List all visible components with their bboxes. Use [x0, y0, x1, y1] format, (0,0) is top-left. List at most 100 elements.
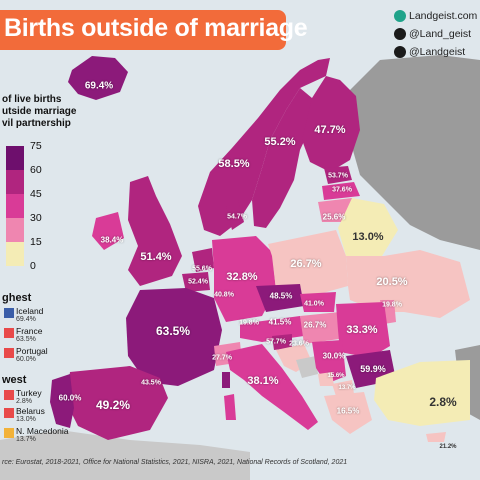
- iceland-flag-icon: [4, 308, 14, 318]
- title-banner: [0, 10, 286, 50]
- country-ireland: [92, 212, 124, 250]
- social-twitter-text: @Landgeist: [409, 46, 466, 59]
- lowest-country: Turkey: [16, 388, 42, 398]
- social-website-text: Landgeist.com: [409, 10, 478, 23]
- map-label-slovenia: 57.7%: [266, 338, 286, 346]
- country-france: [126, 288, 222, 386]
- landgeist-logo-icon: [394, 10, 406, 23]
- country-italy: [226, 344, 318, 430]
- map-label-bulgaria: 59.9%: [360, 364, 386, 374]
- legend-scale-label: 75: [30, 140, 42, 152]
- country-slovakia: [300, 292, 336, 312]
- map-label-andorra: 43.5%: [141, 379, 161, 387]
- country-slovenia: [272, 334, 292, 350]
- country-belgium: [182, 272, 210, 292]
- country-romania: [336, 302, 390, 358]
- map-label-poland: 26.7%: [290, 258, 322, 270]
- country-montenegro: [318, 372, 334, 386]
- map-label-latvia: 37.6%: [332, 186, 352, 194]
- social-instagram[interactable]: @Land_geist: [394, 28, 472, 41]
- map-label-norway: 58.5%: [218, 158, 250, 170]
- legend-scale-label: 0: [30, 260, 36, 272]
- map-label-austria: 41.5%: [268, 317, 292, 327]
- twitter-icon: [394, 46, 406, 59]
- island-sardinia: [224, 394, 236, 420]
- map-label-finland: 47.7%: [314, 124, 346, 136]
- lowest-heading: west: [2, 374, 27, 386]
- country-bosnia: [296, 356, 318, 378]
- legend-swatch-60-75: [6, 146, 24, 170]
- lowest-country: Belarus: [16, 406, 45, 416]
- map-label-serbia: 30.0%: [322, 351, 346, 361]
- island-corsica: [222, 372, 230, 388]
- lowest-value: 2.8%: [16, 398, 32, 405]
- portugal-flag-icon: [4, 348, 14, 358]
- map-label-spain: 49.2%: [95, 398, 131, 412]
- highest-country: Iceland: [16, 306, 44, 316]
- country-finland: [302, 76, 360, 172]
- turkey-flag-icon: [4, 390, 14, 400]
- map-label-netherlands: 55.6%: [192, 265, 212, 273]
- legend-swatch-30-45: [6, 194, 24, 218]
- map-label-hungary: 26.7%: [303, 320, 327, 330]
- highest-value: 69.4%: [16, 316, 36, 323]
- map-label-denmark: 54.7%: [227, 213, 247, 221]
- map-label-switzerland: 27.7%: [212, 354, 232, 362]
- legend-scale-label: 45: [30, 188, 42, 200]
- social-twitter[interactable]: @Landgeist: [394, 46, 466, 59]
- map-label-luxembourg: 40.8%: [214, 291, 234, 299]
- map-label-france: 63.5%: [155, 324, 191, 338]
- map-label-estonia: 53.7%: [328, 172, 348, 180]
- legend-scale-label: 15: [30, 236, 42, 248]
- legend-scale-label: 30: [30, 212, 42, 224]
- country-cyprus: [426, 432, 446, 442]
- country-ukraine: [346, 250, 470, 318]
- map-label-ireland: 38.4%: [100, 235, 124, 245]
- country-serbia: [312, 340, 346, 384]
- legend-swatch-45-60: [6, 170, 24, 194]
- legend-swatch-15-30: [6, 218, 24, 242]
- country-hungary: [300, 312, 346, 344]
- map-label-moldova: 19.8%: [382, 301, 402, 309]
- legend-swatch-0-15: [6, 242, 24, 266]
- legend-scale-label: 60: [30, 164, 42, 176]
- map-label-nmacedonia: 13.7%: [338, 385, 356, 391]
- social-instagram-text: @Land_geist: [409, 28, 472, 41]
- map-label-uk: 51.4%: [140, 251, 172, 263]
- lowest-value: 13.7%: [16, 436, 36, 443]
- map-label-liechtenstein: 19.8%: [239, 319, 259, 327]
- map-label-belgium: 52.4%: [188, 278, 208, 286]
- instagram-icon: [394, 28, 406, 41]
- map-label-slovakia: 41.0%: [304, 300, 324, 308]
- russia-land: [340, 55, 480, 250]
- africa-land: [0, 430, 250, 480]
- map-label-germany: 32.8%: [226, 271, 258, 283]
- country-lithuania: [318, 198, 352, 222]
- country-norway: [198, 58, 330, 236]
- nmacedonia-flag-icon: [4, 428, 14, 438]
- country-nmacedonia: [332, 380, 354, 396]
- country-poland: [268, 230, 348, 296]
- social-website[interactable]: Landgeist.com: [394, 10, 478, 23]
- highest-country: Portugal: [16, 346, 48, 356]
- country-germany: [212, 236, 276, 322]
- map-label-ukraine: 20.5%: [376, 276, 408, 288]
- highest-country: France: [16, 326, 43, 336]
- map-label-cyprus: 21.2%: [439, 444, 457, 450]
- map-label-greece: 16.5%: [336, 406, 360, 416]
- country-netherlands: [192, 248, 214, 272]
- source-note: rce: Eurostat, 2018-2021, Office for Nat…: [2, 459, 348, 466]
- map-label-italy: 38.1%: [247, 375, 279, 387]
- country-denmark: [226, 200, 244, 230]
- map-label-turkey: 2.8%: [429, 395, 457, 409]
- country-belarus: [338, 198, 398, 256]
- country-spain: [66, 366, 168, 440]
- map-label-czechia: 48.5%: [269, 291, 293, 301]
- legend-title: of live births utside marriage vil partn…: [2, 94, 77, 129]
- map-label-montenegro: 15.6%: [327, 373, 345, 379]
- country-uk: [128, 176, 182, 286]
- highest-value: 60.0%: [16, 356, 36, 363]
- country-sweden: [252, 88, 314, 228]
- country-estonia: [324, 166, 352, 184]
